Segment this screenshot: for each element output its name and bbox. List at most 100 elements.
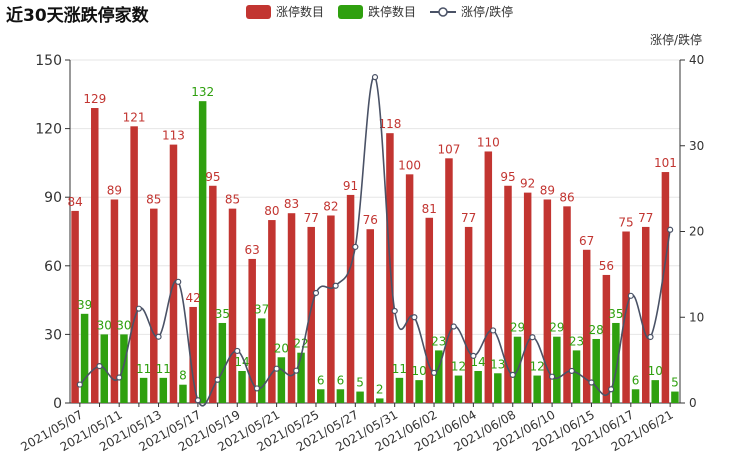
legend-swatch-limit-up [246, 4, 271, 19]
ratio-point [489, 327, 497, 334]
legend-item-limit-down[interactable]: 跌停数目 [338, 3, 416, 20]
data-label-limit-down: 20 [274, 341, 289, 355]
ratio-point [430, 369, 438, 376]
ratio-point [293, 367, 300, 374]
bar-limit-up [464, 226, 473, 403]
y-tick-label: 0 [53, 396, 62, 412]
ratio-point [647, 333, 654, 341]
data-label-limit-down: 22 [293, 337, 308, 351]
legend[interactable]: 涨停数目 跌停数目 涨停/跌停 [246, 3, 527, 20]
bar-limit-up [445, 158, 453, 403]
bar-limit-down [297, 352, 305, 403]
bar-limit-down [198, 101, 207, 403]
ratio-point [450, 323, 457, 330]
y2-tick-label: 40 [689, 53, 704, 67]
bar-limit-up [228, 208, 237, 403]
data-label-limit-up: 42 [186, 291, 201, 305]
bar-limit-up [346, 194, 355, 403]
data-label-limit-up: 75 [618, 216, 633, 230]
data-label-limit-up: 82 [323, 199, 338, 213]
y2-tick-label: 30 [689, 139, 704, 153]
bar-limit-up [641, 226, 650, 403]
ratio-point [371, 74, 379, 81]
bar-limit-down [120, 334, 128, 403]
legend-item-limit-up[interactable]: 涨停数目 [246, 3, 324, 20]
legend-label-ratio: 涨停/跌停 [461, 5, 514, 19]
y2-axis-title: 涨停/跌停 [649, 33, 702, 47]
bar-limit-up [602, 274, 611, 403]
data-label-limit-down: 35 [215, 307, 230, 321]
data-label-limit-up: 113 [162, 129, 185, 143]
bar-limit-up [661, 172, 670, 403]
bar-limit-down [494, 373, 502, 403]
data-label-limit-down: 29 [510, 321, 525, 335]
bar-limit-up [130, 126, 138, 404]
data-label-limit-up: 89 [540, 183, 555, 197]
bar-limit-up [248, 258, 256, 403]
data-label-limit-down: 6 [317, 373, 325, 387]
bar-limit-down [612, 322, 620, 403]
ratio-point [509, 371, 516, 378]
data-label-limit-down: 11 [156, 362, 171, 376]
bar-limit-up [582, 249, 591, 403]
bar-limit-up [287, 213, 296, 403]
data-label-limit-up: 86 [559, 190, 574, 204]
data-label-limit-up: 118 [378, 117, 401, 131]
bar-limit-down [671, 391, 679, 403]
bar-limit-down [435, 350, 443, 403]
data-label-limit-down: 6 [632, 373, 640, 387]
bar-limit-up [484, 151, 493, 403]
data-label-limit-down: 2 [376, 382, 384, 396]
data-label-limit-up: 91 [343, 179, 358, 193]
data-label-limit-down: 10 [648, 364, 663, 378]
ratio-point [588, 379, 595, 386]
data-label-limit-up: 83 [284, 197, 299, 211]
bar-limit-up [622, 231, 630, 403]
ratio-point [391, 307, 398, 315]
data-label-limit-down: 12 [530, 360, 545, 374]
bar-limit-down [651, 380, 659, 403]
data-label-limit-up: 63 [245, 243, 260, 257]
bar-limit-down [592, 338, 600, 403]
data-label-limit-down: 13 [490, 357, 505, 371]
data-label-limit-down: 23 [431, 334, 446, 348]
ratio-point [627, 292, 634, 299]
legend-item-ratio[interactable]: 涨停/跌停 [430, 3, 513, 20]
data-label-limit-down: 29 [549, 321, 564, 335]
data-label-limit-down: 12 [451, 360, 466, 374]
ratio-point [273, 365, 280, 372]
ratio-point [411, 314, 418, 321]
data-label-limit-down: 5 [356, 376, 364, 390]
data-label-limit-up: 95 [205, 170, 220, 184]
bar-limit-up [327, 215, 335, 403]
y-tick-label: 60 [44, 259, 62, 275]
bar-limit-up [563, 206, 571, 403]
y-tick-label: 150 [35, 53, 62, 69]
data-label-limit-down: 6 [337, 373, 345, 387]
legend-swatch-ratio [430, 6, 457, 17]
bar-limit-up [150, 208, 158, 403]
bar-limit-up [405, 174, 414, 403]
bar-limit-down [454, 375, 463, 403]
legend-swatch-limit-down [338, 4, 364, 19]
ratio-point [76, 381, 83, 388]
bar-limit-down [376, 398, 384, 403]
ratio-point [608, 386, 615, 393]
data-label-limit-down: 28 [589, 323, 604, 337]
ratio-point [529, 334, 536, 341]
ratio-point [234, 347, 241, 355]
bar-limit-up [523, 192, 532, 403]
bar-limit-up [425, 217, 434, 403]
bar-limit-down [218, 322, 227, 403]
ratio-point [312, 289, 320, 297]
ratio-point [96, 363, 103, 370]
data-label-limit-down: 8 [179, 369, 187, 383]
bar-limit-down [179, 384, 187, 403]
bar-limit-up [366, 229, 374, 403]
data-label-limit-down: 5 [671, 376, 679, 390]
bar-limit-down [395, 377, 404, 403]
ratio-point [194, 397, 202, 404]
data-label-limit-up: 101 [654, 156, 677, 170]
bar-limit-down [356, 391, 364, 403]
